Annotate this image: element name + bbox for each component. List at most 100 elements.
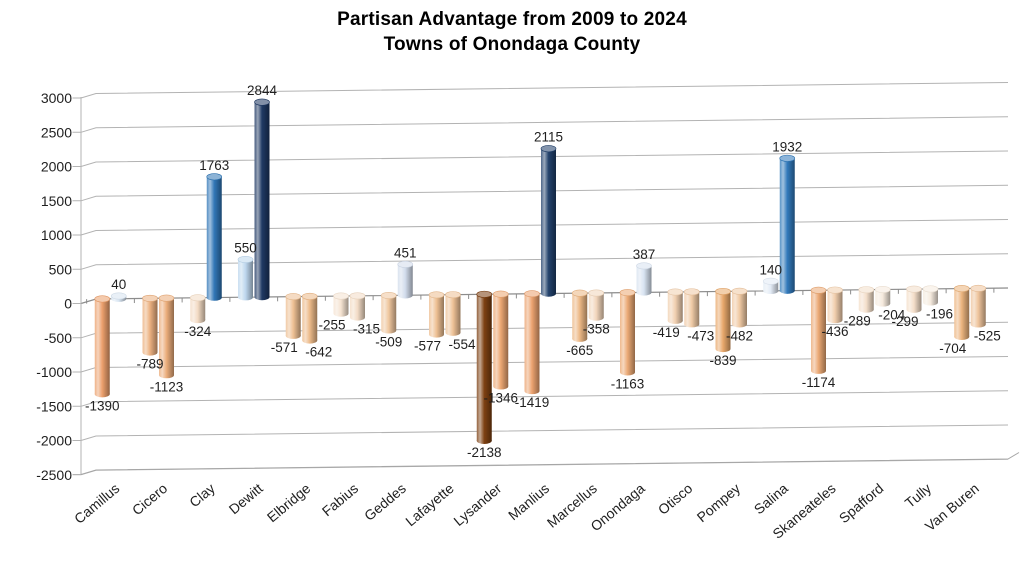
bar-pompey-1 (715, 291, 731, 349)
bar-skaneateles-2-cap (827, 286, 843, 294)
value-label: -482 (726, 328, 753, 343)
value-label: -2138 (467, 445, 502, 460)
gridline (80, 458, 1009, 476)
value-label: 550 (234, 241, 257, 256)
y-axis-tick-label: 1000 (41, 227, 72, 243)
value-label: -1419 (515, 395, 550, 410)
bar-cicero-2 (159, 298, 174, 376)
x-axis-category-label: Pompey (694, 480, 744, 525)
bar-dewitt-1 (238, 259, 253, 298)
bar-tully-2 (923, 288, 938, 303)
y-axis-tick-label: 2500 (41, 124, 72, 140)
value-label: -1346 (483, 391, 518, 406)
bar-van-buren-2-cap (970, 284, 987, 292)
x-axis-category-label: Clay (186, 480, 218, 510)
bar-clay-1 (190, 297, 206, 320)
value-label: -704 (939, 341, 967, 356)
bar-elbridge-2-cap (301, 292, 318, 300)
bar-lafayette-2-cap (445, 291, 461, 299)
value-label: -1174 (802, 375, 836, 390)
bar-salina-2 (779, 158, 795, 291)
bar-elbridge-2 (302, 296, 318, 341)
gridline (80, 253, 1009, 270)
y-axis-tick-label: 500 (49, 261, 73, 277)
x-axis-category-label: Spafford (836, 480, 887, 526)
bar-dewitt-2-cap (254, 98, 270, 106)
bar-fabius-1 (333, 296, 349, 314)
bar-lafayette-2 (445, 294, 461, 333)
value-label: 40 (111, 277, 126, 292)
value-label: -839 (709, 353, 736, 368)
bar-clay-1-cap (189, 294, 206, 302)
value-label: -1123 (150, 379, 184, 394)
x-axis-category-label: Cicero (129, 480, 170, 518)
bar-marcellus-1 (572, 293, 588, 339)
gridline (80, 150, 1009, 167)
bar-manlius-1-cap (524, 290, 540, 298)
gridline (80, 116, 1009, 133)
x-axis-category-label: Elbridge (264, 480, 314, 525)
bar-van-buren-1 (954, 288, 970, 337)
bar-tully-1-cap (906, 285, 922, 293)
value-label: -473 (687, 328, 714, 343)
x-axis-category-label: Van Buren (922, 480, 982, 534)
bar-cicero-1 (142, 298, 158, 353)
x-axis-category-label: Lafayette (402, 480, 457, 529)
bar-skaneateles-1 (811, 290, 826, 371)
bar-otisco-1-cap (667, 288, 684, 296)
bar-lafayette-1-cap (428, 291, 445, 299)
y-axis-tick-label: -1500 (36, 398, 72, 414)
bar-pompey-2-cap (731, 287, 748, 295)
gridline (80, 390, 1009, 407)
bar-geddes-1 (381, 295, 397, 331)
bar-geddes-2-cap (397, 260, 414, 268)
bar-lysander-1 (476, 294, 492, 441)
y-axis-tick-label: 0 (64, 296, 72, 312)
bar-marcellus-1-cap (571, 289, 588, 297)
bar-onondaga-2 (636, 265, 652, 293)
bar-skaneateles-2 (827, 290, 843, 320)
value-label: 2844 (247, 83, 278, 98)
value-label: 1763 (199, 158, 229, 173)
bar-salina-2-cap (779, 154, 796, 162)
gridline (80, 424, 1009, 441)
bar-manlius-2 (541, 148, 556, 294)
value-label: -525 (974, 329, 1001, 344)
value-label: 2115 (534, 130, 563, 145)
bar-cicero-2-cap (158, 294, 175, 302)
value-label: -1390 (85, 398, 120, 413)
bar-lysander-2-cap (492, 290, 509, 298)
value-label: -436 (821, 324, 848, 339)
bar-skaneateles-1-cap (810, 286, 827, 294)
x-axis-category-label: Salina (751, 480, 791, 517)
x-axis-category-label: Tully (902, 480, 935, 511)
value-label: -299 (891, 314, 918, 329)
value-label: -196 (926, 307, 953, 322)
y-axis-tick-label: 3000 (41, 90, 72, 106)
value-label: -642 (305, 345, 332, 360)
value-label: -571 (271, 340, 298, 355)
value-label: 451 (394, 245, 417, 260)
bar-fabius-2-cap (349, 292, 366, 300)
chart-title-line2: Towns of Onondaga County (383, 34, 641, 55)
bar-pompey-1-cap (715, 287, 731, 295)
bar-lafayette-1 (429, 294, 444, 335)
chart-title-line1: Partisan Advantage from 2009 to 2024 (337, 9, 687, 30)
value-label: 140 (759, 262, 782, 277)
y-axis-tick-label: -2500 (36, 467, 72, 483)
bar-geddes-1-cap (380, 291, 397, 299)
bar-spafford-1-cap (858, 286, 875, 294)
y-axis-tick-label: -1000 (36, 364, 72, 380)
bar-van-buren-2 (970, 288, 986, 325)
x-axis-category-label: Lysander (450, 480, 504, 529)
y-axis-tick-label: -500 (44, 330, 72, 346)
gridline (80, 184, 1009, 202)
x-axis-category-label: Camillus (71, 480, 122, 527)
value-label: -289 (844, 314, 871, 329)
bar-camillus-1-cap (94, 295, 111, 303)
bar-dewitt-2 (254, 102, 270, 297)
value-label: -509 (375, 335, 402, 350)
value-label: -789 (136, 357, 163, 372)
bar-marcellus-2 (588, 292, 604, 318)
